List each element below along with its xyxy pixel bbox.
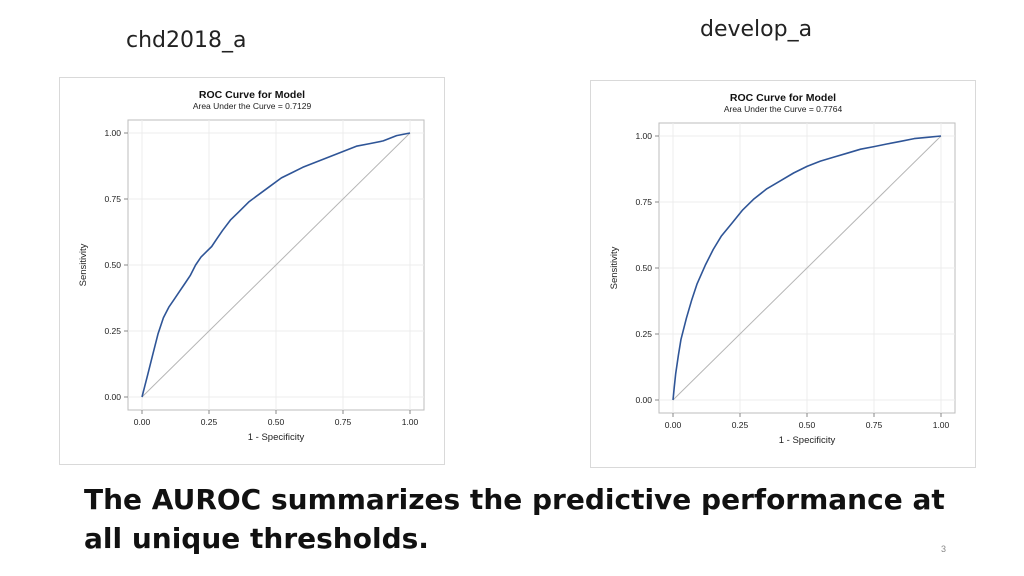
x-tick-label: 0.00 [134, 417, 151, 427]
chart-title: ROC Curve for Model [199, 89, 305, 101]
x-tick-label: 0.00 [665, 420, 682, 430]
y-tick-label: 1.00 [635, 131, 652, 141]
page-number: 3 [941, 544, 947, 554]
y-axis-label: Sensitivity [609, 246, 620, 289]
roc-chart-panel-left: ROC Curve for Model Area Under the Curve … [59, 77, 445, 465]
y-axis-label: Sensitivity [78, 243, 89, 286]
chart-subtitle: Area Under the Curve = 0.7764 [724, 104, 843, 114]
x-tick-label: 1.00 [402, 417, 419, 427]
x-axis-label: 1 - Specificity [779, 435, 836, 446]
reference-diagonal-line [672, 135, 942, 401]
reference-diagonal-line [141, 132, 411, 398]
dataset-label-develop: develop_a [700, 17, 813, 42]
x-tick-label: 0.75 [335, 417, 352, 427]
roc-curve-line [672, 135, 942, 401]
x-tick-label: 0.50 [268, 417, 285, 427]
y-tick-label: 0.50 [104, 260, 121, 270]
y-tick-label: 0.00 [104, 392, 121, 402]
slide-caption: The AUROC summarizes the predictive perf… [84, 483, 945, 555]
y-tick-label: 0.50 [635, 263, 652, 273]
roc-chart-panel-right: ROC Curve for Model Area Under the Curve … [590, 80, 976, 468]
x-tick-label: 0.25 [201, 417, 218, 427]
dataset-label-chd2018: chd2018_a [126, 28, 247, 53]
roc-curve-line [141, 132, 411, 398]
y-tick-label: 0.75 [104, 194, 121, 204]
x-tick-label: 0.50 [799, 420, 816, 430]
x-tick-label: 0.25 [732, 420, 749, 430]
x-tick-label: 0.75 [866, 420, 883, 430]
chart-subtitle: Area Under the Curve = 0.7129 [193, 101, 312, 111]
x-axis-label: 1 - Specificity [248, 432, 305, 443]
chart-title: ROC Curve for Model [730, 92, 836, 104]
x-tick-label: 1.00 [933, 420, 950, 430]
y-tick-label: 0.00 [635, 395, 652, 405]
y-tick-label: 1.00 [104, 128, 121, 138]
y-tick-label: 0.75 [635, 197, 652, 207]
y-tick-label: 0.25 [635, 329, 652, 339]
y-tick-label: 0.25 [104, 326, 121, 336]
